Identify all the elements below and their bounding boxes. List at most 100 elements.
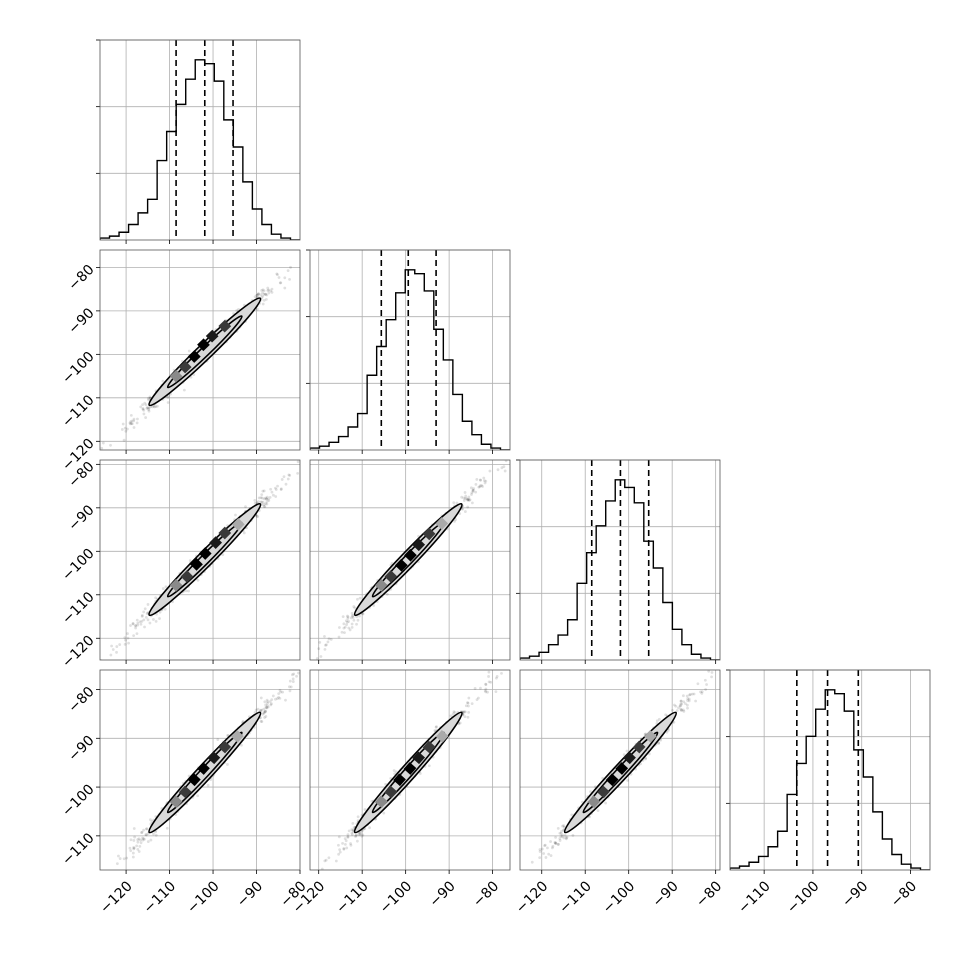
sample-point: [260, 720, 264, 723]
sample-point: [540, 847, 544, 851]
sample-point: [264, 497, 268, 501]
sample-point: [161, 587, 165, 590]
sample-point: [265, 704, 269, 708]
sample-point: [303, 667, 306, 670]
sample-point: [392, 769, 396, 772]
sample-point: [288, 685, 291, 689]
sample-point: [473, 687, 477, 690]
sample-point: [666, 728, 670, 732]
density-peak: [632, 740, 646, 754]
x-tick-label: −110: [735, 878, 774, 917]
sample-point: [268, 700, 272, 703]
panel-3-2: −120 −110 −100 −90 −80: [513, 669, 725, 917]
sample-point: [261, 500, 265, 504]
sample-point: [337, 852, 340, 856]
sample-point: [132, 419, 136, 423]
sample-point: [558, 839, 562, 842]
sample-point: [139, 622, 143, 626]
sample-point: [129, 849, 133, 853]
sample-point: [467, 497, 471, 501]
sample-point: [134, 624, 138, 627]
sample-point: [463, 496, 467, 500]
sample-point: [707, 670, 711, 673]
sample-point: [710, 671, 714, 674]
sample-point: [138, 620, 142, 624]
sample-point: [122, 438, 126, 442]
density-peak: [393, 773, 406, 787]
sample-point: [500, 466, 504, 470]
sample-point: [295, 674, 298, 678]
sample-point: [70, 689, 73, 692]
sample-point: [136, 417, 139, 421]
sample-point: [508, 456, 511, 459]
sample-point: [135, 632, 139, 636]
sample-point: [262, 711, 266, 715]
sample-point: [347, 829, 351, 833]
sample-point: [129, 422, 132, 426]
sample-point: [558, 831, 562, 835]
sample-point: [680, 702, 684, 706]
sample-point: [123, 636, 127, 640]
sample-point: [470, 702, 474, 706]
sample-point: [688, 693, 691, 697]
sample-point: [130, 422, 133, 426]
contour-outer: [148, 502, 262, 617]
panel-1-1: [306, 249, 511, 454]
sample-point: [466, 498, 470, 502]
sample-point: [264, 293, 267, 296]
sample-point: [288, 679, 292, 683]
sample-point: [131, 855, 135, 859]
sample-point: [140, 613, 144, 617]
x-tick-label: −90: [427, 878, 459, 910]
y-tick-label: −100: [59, 349, 98, 388]
sample-point: [279, 488, 283, 491]
sample-point: [216, 738, 220, 742]
sample-point: [264, 715, 268, 718]
sample-point: [146, 406, 150, 410]
density-peak: [644, 729, 657, 743]
density-peak: [412, 751, 426, 765]
sample-point: [257, 292, 260, 296]
sample-point: [148, 621, 152, 625]
sample-point: [130, 422, 134, 426]
sample-point: [681, 694, 685, 698]
sample-point: [109, 443, 112, 447]
sample-point: [338, 848, 342, 852]
sample-point: [323, 634, 326, 638]
sample-point: [141, 407, 145, 410]
sample-point: [263, 505, 267, 509]
sample-point: [282, 475, 286, 479]
sample-point: [679, 702, 683, 706]
sample-point: [115, 862, 119, 866]
sample-point: [588, 815, 591, 819]
sample-point: [277, 692, 281, 696]
sample-point: [467, 499, 471, 502]
sample-point: [470, 501, 474, 505]
sample-point: [256, 707, 260, 711]
sample-point: [156, 404, 159, 408]
sample-point: [696, 682, 700, 686]
sample-point: [120, 428, 124, 431]
sample-point: [351, 614, 354, 618]
sample-point: [467, 710, 471, 714]
sample-point: [131, 851, 135, 855]
sample-point: [144, 827, 148, 831]
sample-point: [346, 617, 350, 620]
sample-point: [135, 421, 139, 425]
sample-point: [480, 484, 484, 487]
sample-point: [345, 846, 349, 850]
sample-point: [140, 614, 144, 618]
sample-point: [321, 651, 324, 654]
sample-point: [352, 605, 356, 608]
sample-point: [681, 708, 685, 712]
axes-frame: [99, 249, 301, 451]
sample-point: [266, 701, 269, 705]
sample-point: [146, 603, 150, 606]
sample-point: [671, 708, 674, 712]
sample-point: [355, 839, 359, 843]
sample-point: [132, 846, 136, 850]
sample-point: [554, 842, 558, 845]
sample-point: [254, 708, 258, 712]
sample-point: [464, 704, 468, 708]
sample-point: [266, 705, 270, 709]
